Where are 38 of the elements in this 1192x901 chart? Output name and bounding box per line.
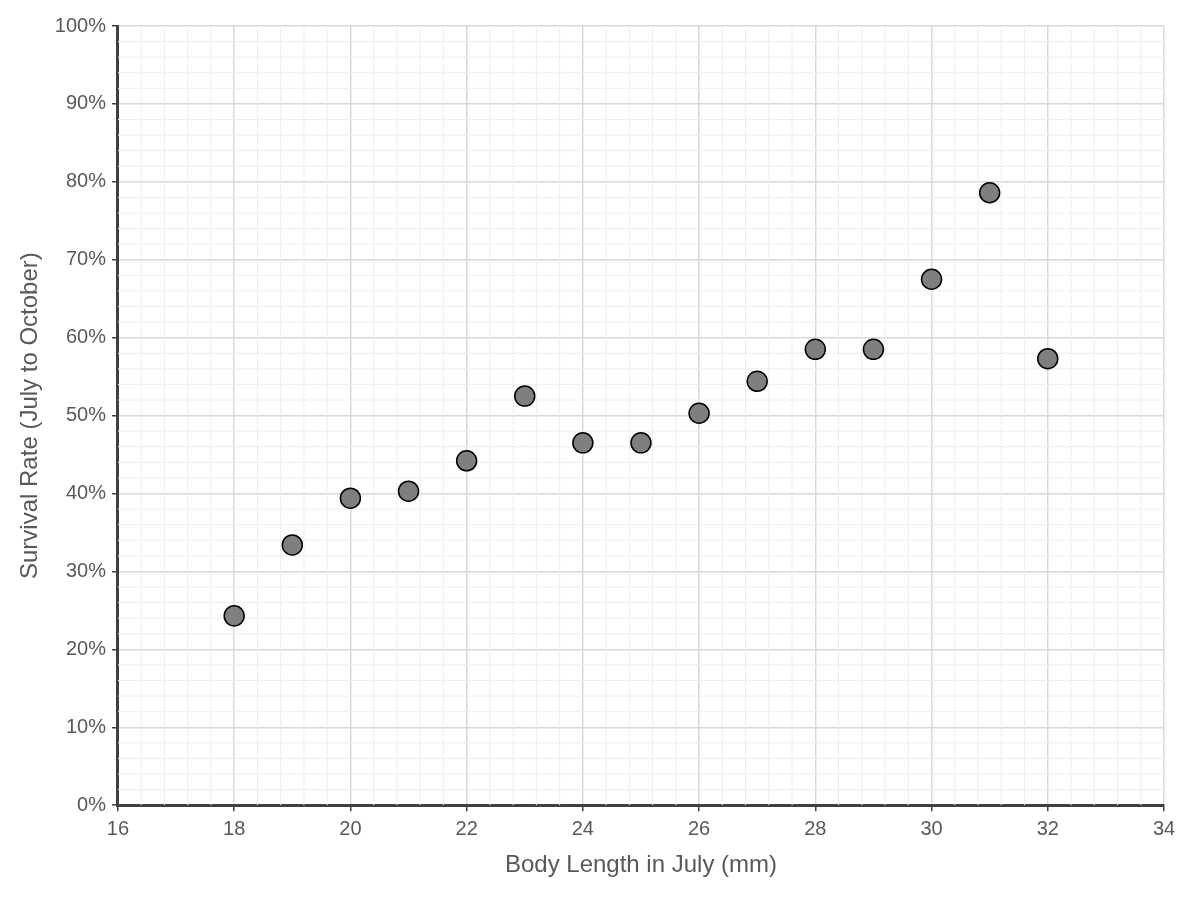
x-tick-label: 16	[106, 816, 130, 839]
point	[688, 402, 710, 425]
point	[746, 370, 768, 393]
y-tick-label: 90%	[65, 91, 107, 114]
point	[630, 432, 652, 454]
y-tick-label: 80%	[65, 169, 107, 192]
y-tick-label: 70%	[65, 247, 107, 270]
point	[1037, 347, 1059, 370]
y-tick-label: 0%	[77, 792, 107, 815]
point	[339, 487, 362, 509]
x-tick-label: 30	[920, 816, 943, 839]
x-tick-label: 20	[339, 816, 362, 839]
x-tick-label: 28	[804, 816, 827, 839]
y-tick-label: 20%	[65, 636, 107, 659]
y-tick-label: 40%	[65, 481, 107, 504]
y-tick-label: 50%	[65, 403, 107, 426]
y-axis-title: Survival Rate (July to October)	[15, 252, 43, 579]
point	[223, 605, 245, 627]
point	[804, 338, 827, 361]
point	[514, 385, 536, 407]
x-tick-label: 18	[223, 816, 246, 839]
y-tick-label: 100%	[54, 13, 107, 36]
y-tick-label: 30%	[65, 558, 107, 581]
point	[862, 338, 885, 361]
point	[978, 182, 1001, 204]
point	[920, 268, 943, 290]
point	[397, 480, 420, 502]
y-tick-label: 60%	[65, 325, 107, 348]
point	[455, 450, 478, 472]
x-tick-label: 22	[455, 816, 478, 839]
x-tick-label: 32	[1036, 816, 1059, 839]
point	[281, 534, 304, 556]
x-axis-title: Body Length in July (mm)	[504, 850, 778, 878]
x-tick-label: 26	[687, 816, 711, 839]
x-tick-label: 24	[571, 816, 594, 839]
x-tick-label: 34	[1152, 816, 1176, 839]
y-tick-label: 10%	[65, 714, 107, 737]
point	[572, 432, 594, 454]
